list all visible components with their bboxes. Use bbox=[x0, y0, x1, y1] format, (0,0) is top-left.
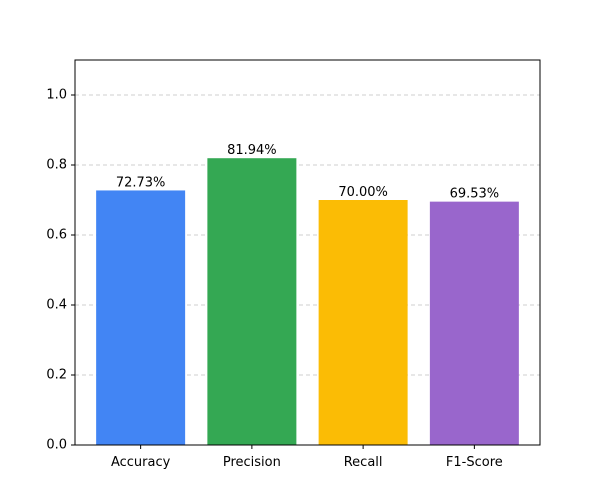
bar-value-label: 69.53% bbox=[450, 187, 500, 202]
bar-value-label: 81.94% bbox=[227, 143, 277, 158]
x-tick-label: Accuracy bbox=[111, 455, 171, 470]
y-tick-label: 0.8 bbox=[46, 158, 67, 173]
y-tick-label: 0.6 bbox=[46, 228, 67, 243]
bar-f1-score bbox=[429, 201, 519, 445]
y-axis-ticks: 0.0 0.2 0.4 0.6 0.8 1.0 bbox=[46, 88, 75, 453]
bars bbox=[96, 158, 519, 445]
x-tick-label: Precision bbox=[223, 455, 281, 470]
bar-value-label: 70.00% bbox=[338, 185, 388, 200]
bar-value-label: 72.73% bbox=[116, 175, 166, 190]
plot-frame bbox=[74, 59, 541, 446]
x-tick-label: F1-Score bbox=[446, 455, 503, 470]
bar-accuracy bbox=[96, 190, 186, 445]
y-tick-label: 0.2 bbox=[46, 368, 67, 383]
bar-precision bbox=[207, 158, 297, 445]
x-tick-label: Recall bbox=[344, 455, 383, 470]
bar-value-labels: 72.73% 81.94% 70.00% 69.53% bbox=[116, 143, 499, 201]
bar-recall bbox=[318, 200, 408, 445]
x-axis-ticks: Accuracy Precision Recall F1-Score bbox=[111, 445, 503, 470]
y-tick-label: 1.0 bbox=[46, 88, 67, 103]
y-tick-label: 0.0 bbox=[46, 438, 67, 453]
y-tick-label: 0.4 bbox=[46, 298, 67, 313]
